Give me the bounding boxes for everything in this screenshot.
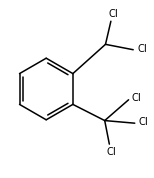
Text: Cl: Cl [132, 93, 141, 103]
Text: Cl: Cl [106, 147, 116, 157]
Text: Cl: Cl [139, 117, 148, 127]
Text: Cl: Cl [108, 9, 118, 19]
Text: Cl: Cl [138, 44, 148, 54]
